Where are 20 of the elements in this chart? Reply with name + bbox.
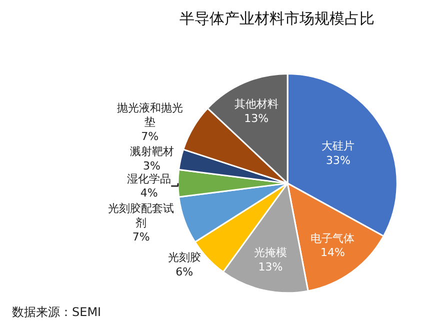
slice-label: 大硅片 — [322, 140, 355, 153]
data-label: 6% — [176, 265, 194, 278]
slice-label: 其他材料 — [234, 98, 278, 111]
slice-label: 光刻胶 — [168, 251, 201, 264]
chart-title: 半导体产业材料市场规模占比 — [180, 10, 375, 28]
data-label: 33% — [326, 154, 350, 167]
data-label: 4% — [140, 186, 158, 200]
slice-label: 溅射靶材 — [130, 145, 174, 158]
slice-label: 光刻胶配套试剂 — [108, 202, 174, 230]
data-label: 13% — [244, 112, 269, 125]
data-label: 14% — [320, 246, 345, 260]
data-label: 7% — [141, 130, 159, 143]
slice-label: 湿化学品 — [127, 172, 172, 186]
data-label: 3% — [143, 159, 160, 172]
data-label: 7% — [132, 230, 150, 244]
data-label: 13% — [258, 260, 283, 274]
slice-label: 电子气体 — [310, 232, 355, 245]
slice-label: 抛光液和抛光垫 — [116, 101, 183, 129]
source-note: 数据来源：SEMI — [12, 305, 102, 319]
slice-label: 光掩模 — [254, 246, 287, 260]
